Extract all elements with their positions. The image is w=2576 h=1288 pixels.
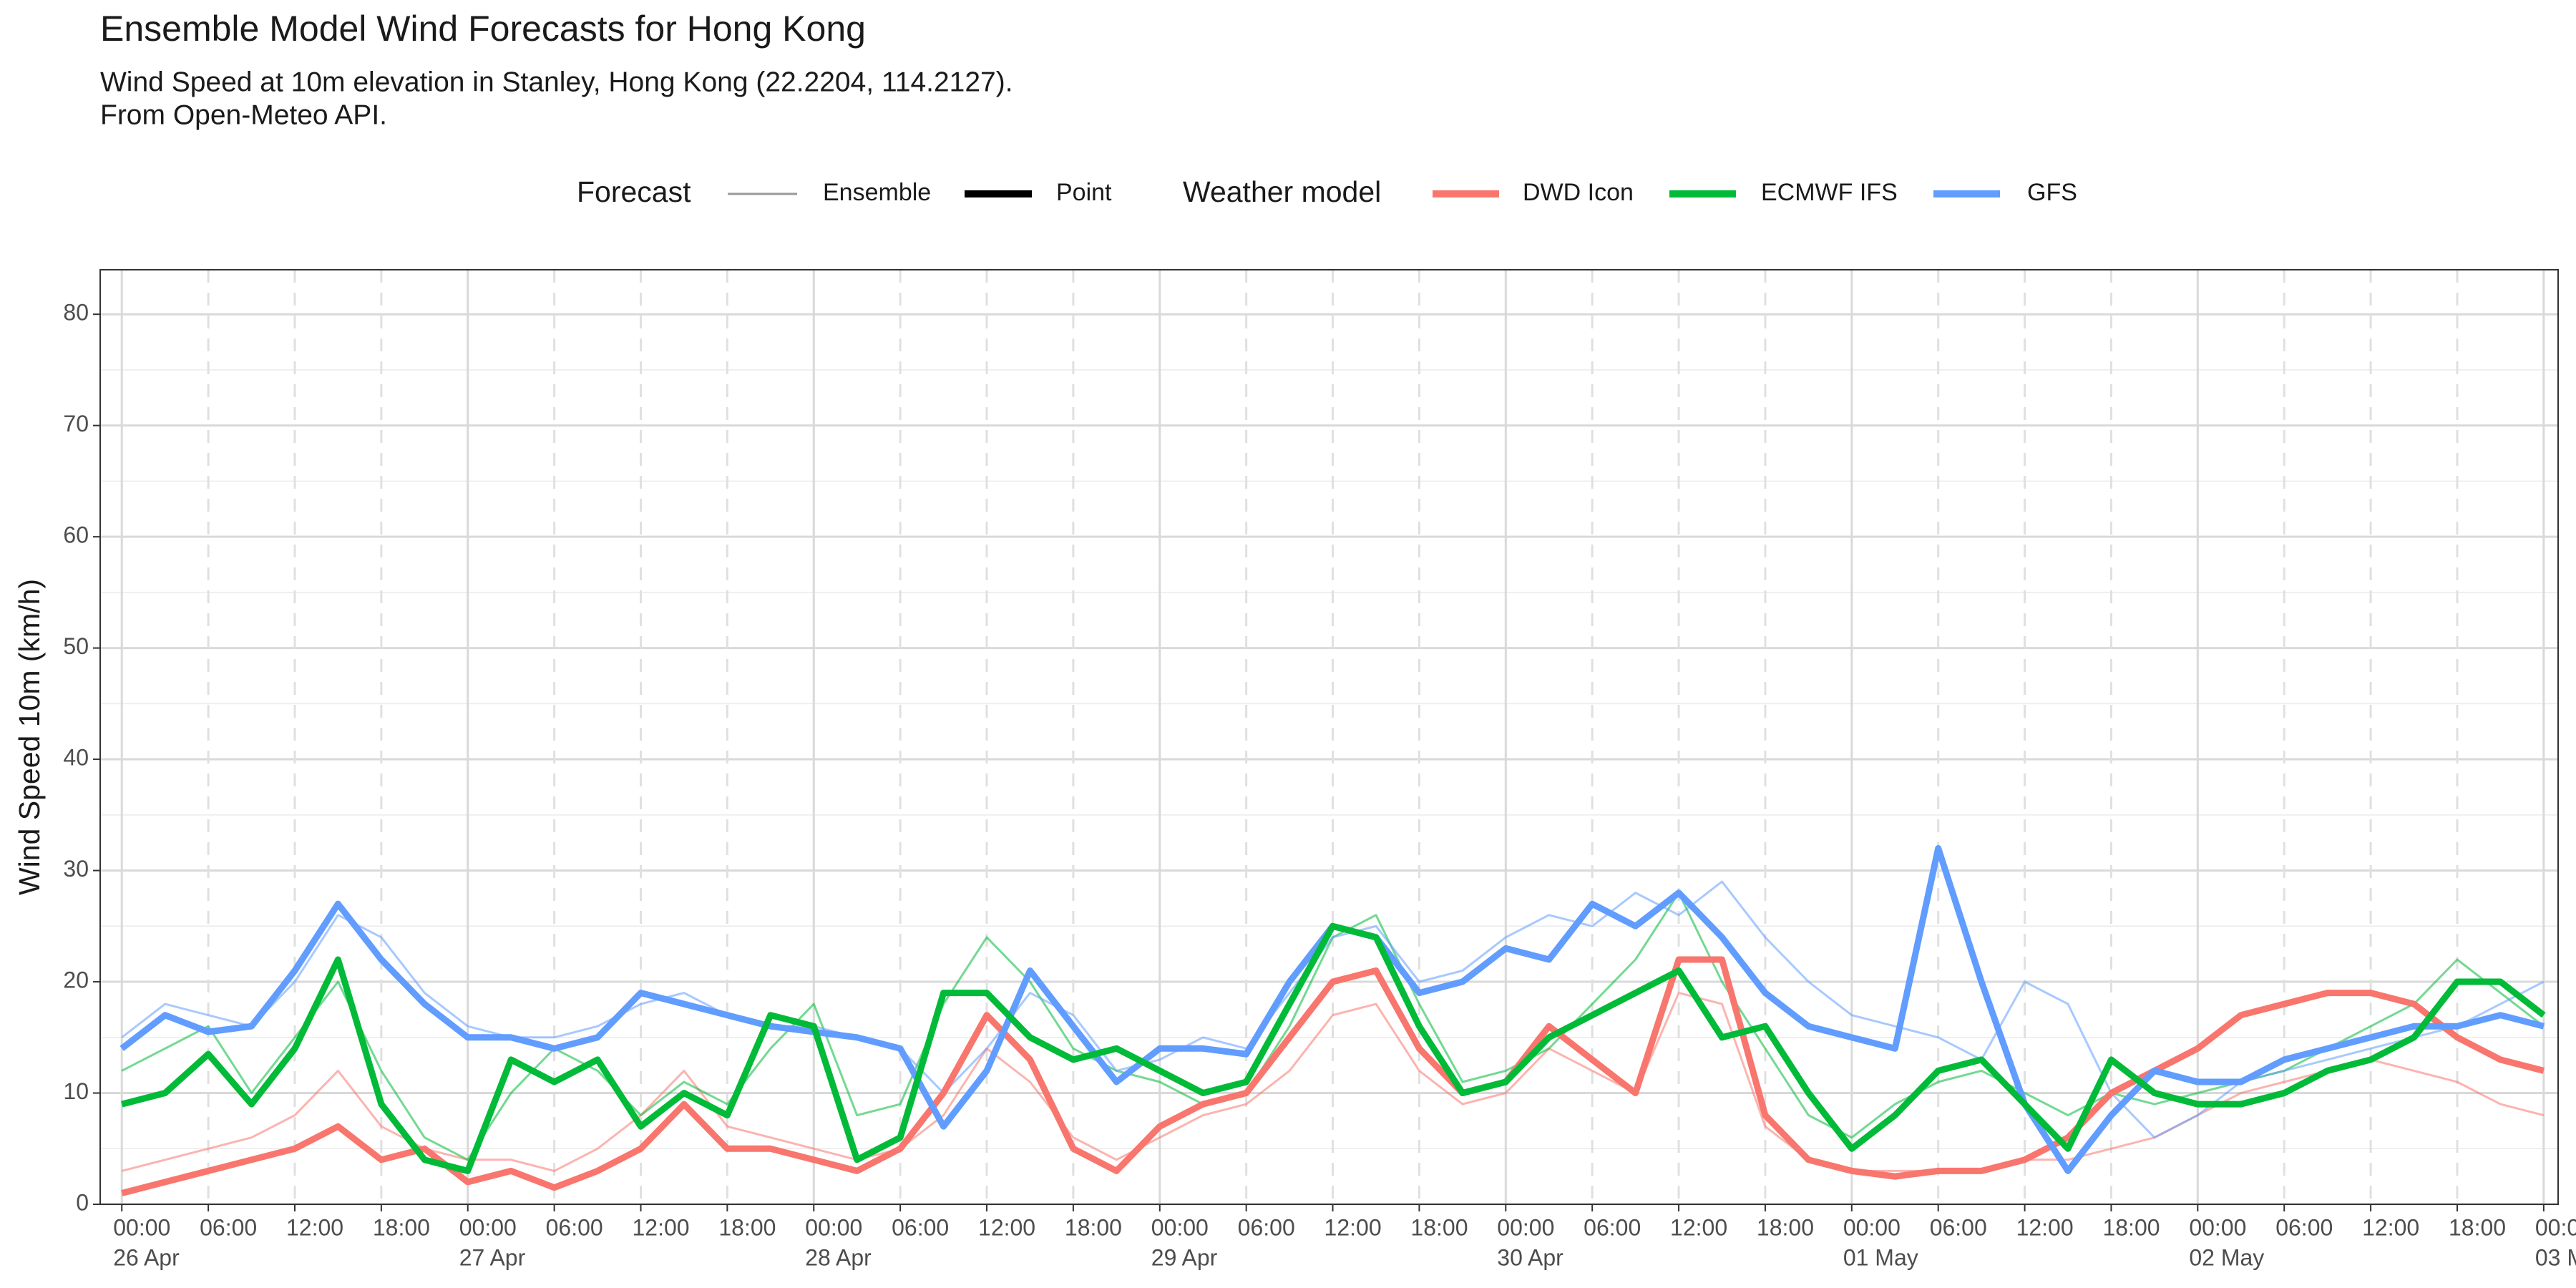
x-tick-label: 00:00	[1151, 1214, 1209, 1240]
x-tick-label: 18:00	[2449, 1214, 2506, 1240]
x-tick-label: 18:00	[1757, 1214, 1814, 1240]
x-tick-label: 00:00	[113, 1214, 170, 1240]
x-tick-label: 06:00	[1930, 1214, 1987, 1240]
legend-label: Point	[1056, 179, 1112, 206]
x-date-label: 30 Apr	[1497, 1244, 1563, 1270]
x-date-label: 29 Apr	[1151, 1244, 1218, 1270]
x-tick-label: 00:00	[459, 1214, 517, 1240]
chart-subtitle: Wind Speed at 10m elevation in Stanley, …	[100, 67, 1013, 97]
legend-label: Ensemble	[823, 179, 931, 206]
legend-label: DWD Icon	[1523, 179, 1634, 206]
x-date-label: 01 May	[1843, 1244, 1918, 1270]
x-date-label: 03 May	[2535, 1244, 2576, 1270]
x-tick-label: 18:00	[1410, 1214, 1468, 1240]
x-tick-label: 12:00	[978, 1214, 1035, 1240]
x-tick-label: 06:00	[1238, 1214, 1295, 1240]
x-date-label: 27 Apr	[459, 1244, 526, 1270]
legend-title: Weather model	[1183, 175, 1381, 208]
legend-label: ECMWF IFS	[1761, 179, 1898, 206]
x-tick-label: 00:00	[2535, 1214, 2576, 1240]
x-tick-label: 12:00	[632, 1214, 689, 1240]
chart-subtitle: From Open-Meteo API.	[100, 99, 387, 130]
legend: Forecast Ensemble Point Weather model DW…	[577, 175, 2077, 208]
y-tick-label: 0	[76, 1189, 89, 1215]
legend-label: GFS	[2027, 179, 2077, 206]
x-tick-label: 00:00	[805, 1214, 862, 1240]
y-tick-label: 20	[63, 967, 89, 993]
x-tick-label: 00:00	[2189, 1214, 2246, 1240]
x-tick-label: 00:00	[1497, 1214, 1554, 1240]
x-tick-label: 12:00	[2016, 1214, 2074, 1240]
chart-title: Ensemble Model Wind Forecasts for Hong K…	[100, 9, 866, 49]
x-tick-label: 06:00	[2275, 1214, 2333, 1240]
y-tick-label: 80	[63, 300, 89, 326]
x-tick-label: 18:00	[2102, 1214, 2160, 1240]
x-date-label: 28 Apr	[805, 1244, 872, 1270]
x-tick-label: 18:00	[1065, 1214, 1122, 1240]
y-tick-label: 30	[63, 856, 89, 882]
x-tick-label: 18:00	[373, 1214, 430, 1240]
x-tick-label: 12:00	[1324, 1214, 1382, 1240]
lines	[119, 845, 2546, 1196]
y-tick-label: 60	[63, 522, 89, 548]
x-tick-label: 18:00	[718, 1214, 776, 1240]
x-tick-label: 12:00	[286, 1214, 343, 1240]
x-date-label: 02 May	[2189, 1244, 2264, 1270]
x-tick-label: 06:00	[1584, 1214, 1641, 1240]
series-line	[121, 880, 2545, 1139]
y-tick-label: 10	[63, 1078, 89, 1104]
series-line	[121, 992, 2545, 1172]
x-tick-label: 06:00	[200, 1214, 257, 1240]
y-tick-label: 50	[63, 633, 89, 659]
x-date-label: 26 Apr	[113, 1244, 180, 1270]
legend-title: Forecast	[577, 175, 691, 208]
series-line	[121, 922, 2546, 1174]
y-tick-label: 70	[63, 411, 89, 436]
x-tick-label: 12:00	[2362, 1214, 2419, 1240]
y-tick-label: 40	[63, 745, 89, 771]
plot-border	[99, 269, 2559, 1205]
x-tick-label: 00:00	[1843, 1214, 1901, 1240]
y-axis-label: Wind Speed 10m (km/h)	[13, 579, 46, 895]
x-tick-label: 06:00	[892, 1214, 949, 1240]
x-tick-label: 06:00	[546, 1214, 603, 1240]
x-tick-label: 12:00	[1670, 1214, 1727, 1240]
